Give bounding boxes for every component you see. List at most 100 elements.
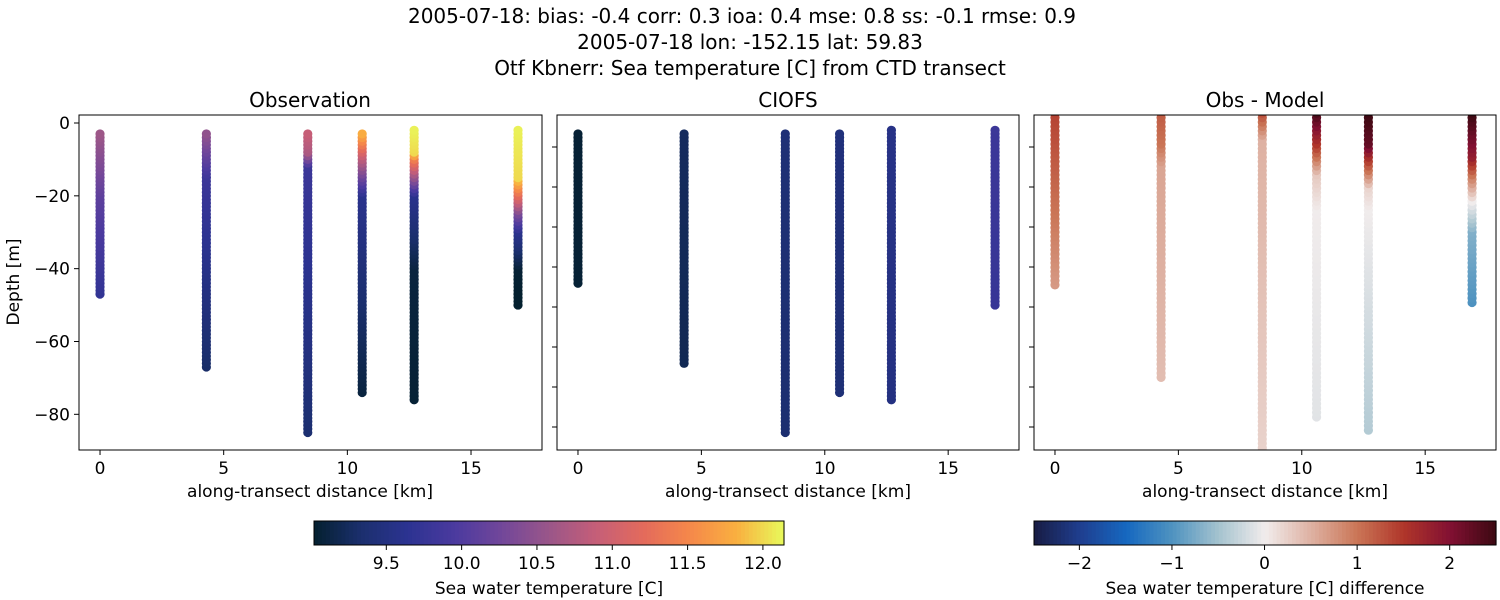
colorbar-segment bbox=[1299, 521, 1305, 545]
profile-station-4 bbox=[834, 129, 845, 398]
colorbar-segment bbox=[1357, 521, 1362, 545]
colorbar-segment bbox=[764, 521, 769, 545]
colorbar-segment bbox=[697, 521, 703, 545]
colorbar-segment bbox=[1445, 521, 1451, 545]
panel-title-observation: Observation bbox=[249, 88, 371, 112]
colorbar-segment bbox=[1249, 521, 1255, 545]
colorbar-segment bbox=[772, 521, 777, 545]
colorbar-segment bbox=[599, 521, 605, 545]
x-tick-label: 15 bbox=[460, 459, 482, 479]
colorbar-segment bbox=[1137, 521, 1143, 545]
colorbar-segment bbox=[380, 521, 386, 545]
colorbar-segment bbox=[1188, 521, 1193, 545]
colorbar-segment bbox=[455, 521, 460, 545]
colorbar-segment bbox=[552, 521, 558, 545]
colorbar-segment bbox=[1403, 521, 1409, 545]
colorbar-segment bbox=[513, 521, 519, 545]
colorbar-segment bbox=[674, 521, 679, 545]
panel-title-difference: Obs - Model bbox=[1206, 88, 1325, 112]
data-point bbox=[357, 129, 367, 139]
colorbar-label-temperature: Sea water temperature [C] bbox=[435, 579, 663, 599]
colorbar-segment bbox=[1307, 521, 1312, 545]
colorbar-segment bbox=[466, 521, 472, 545]
colorbar-segment bbox=[686, 521, 691, 545]
data-point bbox=[1050, 115, 1060, 118]
profile-station-3 bbox=[780, 129, 790, 438]
colorbar-segment bbox=[1465, 521, 1470, 545]
colorbar-segment bbox=[760, 521, 766, 545]
colorbar-segment bbox=[1184, 521, 1189, 545]
colorbar-segment bbox=[1380, 521, 1385, 545]
colorbar-segment bbox=[1164, 521, 1170, 545]
colorbar-segment bbox=[627, 521, 632, 545]
colorbar-segment bbox=[1180, 521, 1185, 545]
title-line-1: 2005-07-18: bias: -0.4 corr: 0.3 ioa: 0.… bbox=[408, 4, 1076, 28]
data-point bbox=[990, 125, 1000, 135]
colorbar-segment bbox=[1422, 521, 1428, 545]
colorbar-segment bbox=[1415, 521, 1420, 545]
colorbar-segment bbox=[478, 521, 484, 545]
colorbar-segment bbox=[537, 521, 542, 545]
colorbar-tick-label: −2 bbox=[1067, 554, 1092, 574]
colorbar-frame bbox=[313, 520, 785, 546]
colorbar-segment bbox=[1134, 521, 1139, 545]
profile-station-5 bbox=[886, 125, 897, 405]
colorbar-segment bbox=[490, 521, 495, 545]
colorbar-segment bbox=[1457, 521, 1462, 545]
colorbar-segment bbox=[1068, 521, 1074, 545]
x-tick-label: 0 bbox=[95, 459, 106, 479]
colorbar-segment bbox=[1353, 521, 1358, 545]
data-point bbox=[1258, 470, 1267, 479]
colorbar-segment bbox=[1091, 521, 1097, 545]
profile-station-2 bbox=[679, 129, 689, 368]
colorbar-segment bbox=[1326, 521, 1332, 545]
colorbar-segment bbox=[584, 521, 589, 545]
colorbar-segment bbox=[408, 521, 413, 545]
colorbar-segment bbox=[1145, 521, 1151, 545]
colorbar-segment bbox=[1349, 521, 1355, 545]
colorbar-segment bbox=[748, 521, 754, 545]
colorbar-segment bbox=[709, 521, 715, 545]
colorbar-segment bbox=[1130, 521, 1135, 545]
colorbar-segment bbox=[1280, 521, 1285, 545]
data-point bbox=[409, 125, 419, 135]
colorbar-segment bbox=[721, 521, 726, 545]
colorbar-segment bbox=[1034, 521, 1039, 545]
colorbar-segment bbox=[423, 521, 429, 545]
colorbar-segment bbox=[1060, 521, 1066, 545]
colorbar-tick-label: 2 bbox=[1444, 554, 1455, 574]
colorbar-segment bbox=[325, 521, 331, 545]
colorbar-segment bbox=[654, 521, 660, 545]
scatter-points bbox=[1050, 115, 1477, 479]
colorbar-segment bbox=[1168, 521, 1174, 545]
colorbar-segment bbox=[1172, 521, 1178, 545]
colorbar-segment bbox=[603, 521, 609, 545]
colorbar-segment bbox=[1342, 521, 1347, 545]
colorbar-segment bbox=[678, 521, 683, 545]
scatter-points bbox=[573, 125, 1000, 438]
colorbar-segment bbox=[725, 521, 730, 545]
colorbar-segment bbox=[447, 521, 452, 545]
colorbar-segment bbox=[1334, 521, 1339, 545]
title-line-2: 2005-07-18 lon: -152.15 lat: 59.83 bbox=[577, 30, 923, 54]
colorbar-segment bbox=[376, 521, 382, 545]
colorbar-segment bbox=[635, 521, 640, 545]
colorbar-segment bbox=[1161, 521, 1166, 545]
data-point bbox=[95, 129, 105, 139]
panel-3: 0 5 10 15 bbox=[1029, 114, 1497, 479]
colorbar-segment bbox=[690, 521, 695, 545]
colorbar-segment bbox=[329, 521, 335, 545]
colorbar-segment bbox=[1303, 521, 1308, 545]
colorbar-segment bbox=[596, 521, 601, 545]
colorbar-segment bbox=[494, 521, 499, 545]
data-point bbox=[1156, 115, 1166, 118]
colorbar-segment bbox=[1234, 521, 1239, 545]
colorbar-segment bbox=[756, 521, 762, 545]
colorbar-segment bbox=[560, 521, 566, 545]
colorbar-segment bbox=[1053, 521, 1058, 545]
colorbar-segment bbox=[1461, 521, 1466, 545]
colorbar-segment bbox=[776, 521, 781, 545]
colorbar-segment bbox=[1438, 521, 1443, 545]
title-line-3: Otf Kbnerr: Sea temperature [C] from CTD… bbox=[494, 56, 1006, 80]
